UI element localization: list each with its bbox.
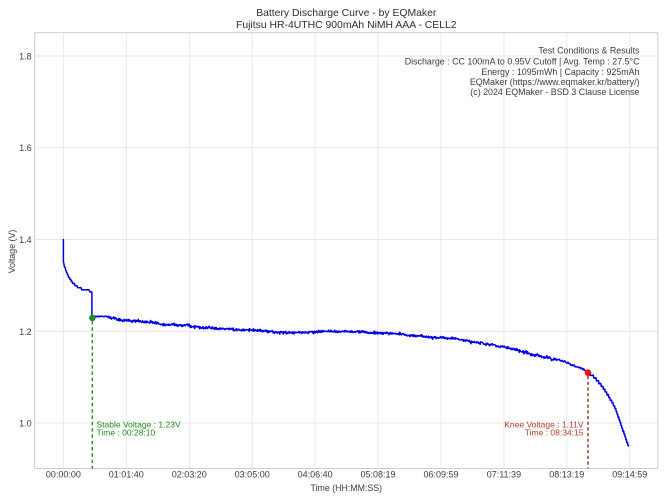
svg-text:04:06:40: 04:06:40	[298, 470, 333, 480]
svg-text:05:08:19: 05:08:19	[360, 470, 395, 480]
svg-text:1.4: 1.4	[19, 235, 32, 245]
svg-text:02:03:20: 02:03:20	[172, 470, 207, 480]
svg-text:03:05:00: 03:05:00	[235, 470, 270, 480]
svg-text:1.2: 1.2	[19, 327, 32, 337]
svg-text:(c) 2024 EQMaker - BSD 3 Claus: (c) 2024 EQMaker - BSD 3 Clause License	[470, 87, 639, 97]
svg-text:1.0: 1.0	[19, 419, 32, 429]
svg-text:06:09:59: 06:09:59	[423, 470, 458, 480]
svg-text:1.8: 1.8	[19, 52, 32, 62]
svg-text:Knee Voltage : 1.11V: Knee Voltage : 1.11V	[504, 419, 584, 429]
svg-text:00:00:00: 00:00:00	[46, 470, 81, 480]
svg-text:Stable Voltage : 1.23V: Stable Voltage : 1.23V	[97, 419, 181, 429]
svg-text:Battery Discharge Curve - by E: Battery Discharge Curve - by EQMaker	[256, 8, 437, 19]
svg-text:09:14:59: 09:14:59	[612, 470, 647, 480]
svg-text:Time (HH:MM:SS): Time (HH:MM:SS)	[311, 483, 383, 493]
svg-text:EQMaker (https://www.eqmaker.k: EQMaker (https://www.eqmaker.kr/battery/…	[470, 77, 640, 87]
svg-text:01:01:40: 01:01:40	[109, 470, 144, 480]
svg-text:Discharge : CC 100mA to 0.95V: Discharge : CC 100mA to 0.95V Cutoff | A…	[405, 57, 640, 67]
svg-text:Fujitsu HR-4UTHC 900mAh NiMH A: Fujitsu HR-4UTHC 900mAh NiMH AAA - CELL2	[236, 20, 457, 31]
svg-text:Voltage (V): Voltage (V)	[7, 230, 17, 274]
svg-text:Time : 08:34:15: Time : 08:34:15	[525, 428, 584, 438]
svg-text:Time : 00:28:10: Time : 00:28:10	[97, 428, 156, 438]
svg-text:07:11:39: 07:11:39	[487, 470, 521, 480]
svg-text:Energy : 1095mWh | Capacity :: Energy : 1095mWh | Capacity : 925mAh	[481, 67, 639, 77]
svg-text:Test Conditions & Results: Test Conditions & Results	[538, 45, 640, 55]
svg-text:08:13:19: 08:13:19	[549, 470, 584, 480]
svg-text:1.6: 1.6	[19, 143, 32, 153]
